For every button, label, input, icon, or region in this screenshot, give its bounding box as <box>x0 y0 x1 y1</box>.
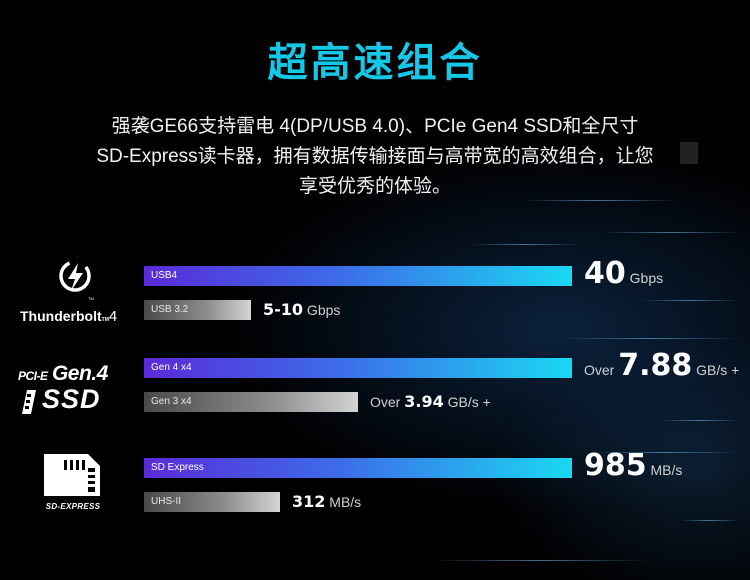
value-unit: Gbps <box>303 302 341 318</box>
value-prefix: Over <box>370 394 405 410</box>
redaction-box <box>680 142 698 164</box>
value-unit: Gbps <box>625 270 664 286</box>
value-label: 40 Gbps <box>584 256 663 297</box>
value-number: 985 <box>584 448 647 483</box>
light-streak <box>430 560 650 561</box>
description-line: 享受优秀的体验。 <box>298 176 451 197</box>
value-number: 7.88 <box>618 348 693 383</box>
sd-card-icon <box>42 452 102 498</box>
bar-label: Gen 4 x4 <box>151 362 192 373</box>
page-title: 超高速组合 <box>267 41 483 85</box>
thunderbolt-wordmark: ThunderboltTM4 <box>20 308 118 325</box>
ssd-wordmark: SSD <box>42 384 101 414</box>
value-unit: MB/s <box>646 462 683 478</box>
bar-gen-3-x4: Gen 3 x4 <box>144 392 358 412</box>
light-streak <box>590 452 740 453</box>
light-streak <box>640 300 740 301</box>
ssd-chip-icon <box>22 390 36 414</box>
value-label: 5-10 Gbps <box>263 299 340 322</box>
thunderbolt-logo: TM ThunderboltTM4 <box>14 258 132 328</box>
value-number: 3.94 <box>404 392 444 411</box>
sd-express-wordmark: SD-EXPRESS <box>45 502 101 511</box>
bar-label: Gen 3 x4 <box>151 396 192 407</box>
pcie-gen4-ssd-logo: PCI-E Gen.4 SSD <box>16 362 126 418</box>
value-unit: MB/s <box>325 494 362 510</box>
bar-sd-express: SD Express <box>144 458 572 478</box>
description: 强袭GE66支持雷电 4(DP/USB 4.0)、PCIe Gen4 SSD和全… <box>40 112 710 202</box>
bar-uhs-ii: UHS-II <box>144 492 280 512</box>
svg-text:TM: TM <box>88 296 94 301</box>
light-streak <box>470 244 580 245</box>
description-line: SD-Express读卡器，拥有数据传输接面与高带宽的高效组合，让您 <box>96 146 654 167</box>
light-streak <box>600 232 740 233</box>
lightning-bolt-icon: TM <box>58 258 98 302</box>
bar-label: USB 3.2 <box>151 304 189 315</box>
light-streak <box>680 520 740 521</box>
description-line: 强袭GE66支持雷电 4(DP/USB 4.0)、PCIe Gen4 SSD和全… <box>111 116 639 137</box>
bar-label: UHS-II <box>151 496 181 507</box>
bar-gen-4-x4: Gen 4 x4 <box>144 358 572 378</box>
value-prefix: Over <box>584 362 619 378</box>
value-unit: GB/s + <box>692 362 740 378</box>
value-label: 985 MB/s <box>584 448 682 489</box>
light-streak <box>560 338 740 339</box>
bar-label: USB4 <box>151 270 178 281</box>
pcie-wordmark: PCI-E Gen.4 <box>18 362 108 385</box>
value-number: 312 <box>292 492 326 511</box>
light-streak <box>520 200 680 201</box>
value-label: Over 7.88 GB/s + <box>584 348 739 389</box>
light-streak <box>660 420 740 421</box>
bar-usb-3-2: USB 3.2 <box>144 300 251 320</box>
value-number: 5-10 <box>263 300 304 319</box>
value-label: Over 3.94 GB/s + <box>370 391 491 414</box>
sd-express-logo: SD-EXPRESS <box>38 452 116 516</box>
bar-label: SD Express <box>151 462 204 473</box>
value-number: 40 <box>584 256 626 291</box>
value-unit: GB/s + <box>443 394 491 410</box>
value-label: 312 MB/s <box>292 491 361 514</box>
bar-usb4: USB4 <box>144 266 572 286</box>
